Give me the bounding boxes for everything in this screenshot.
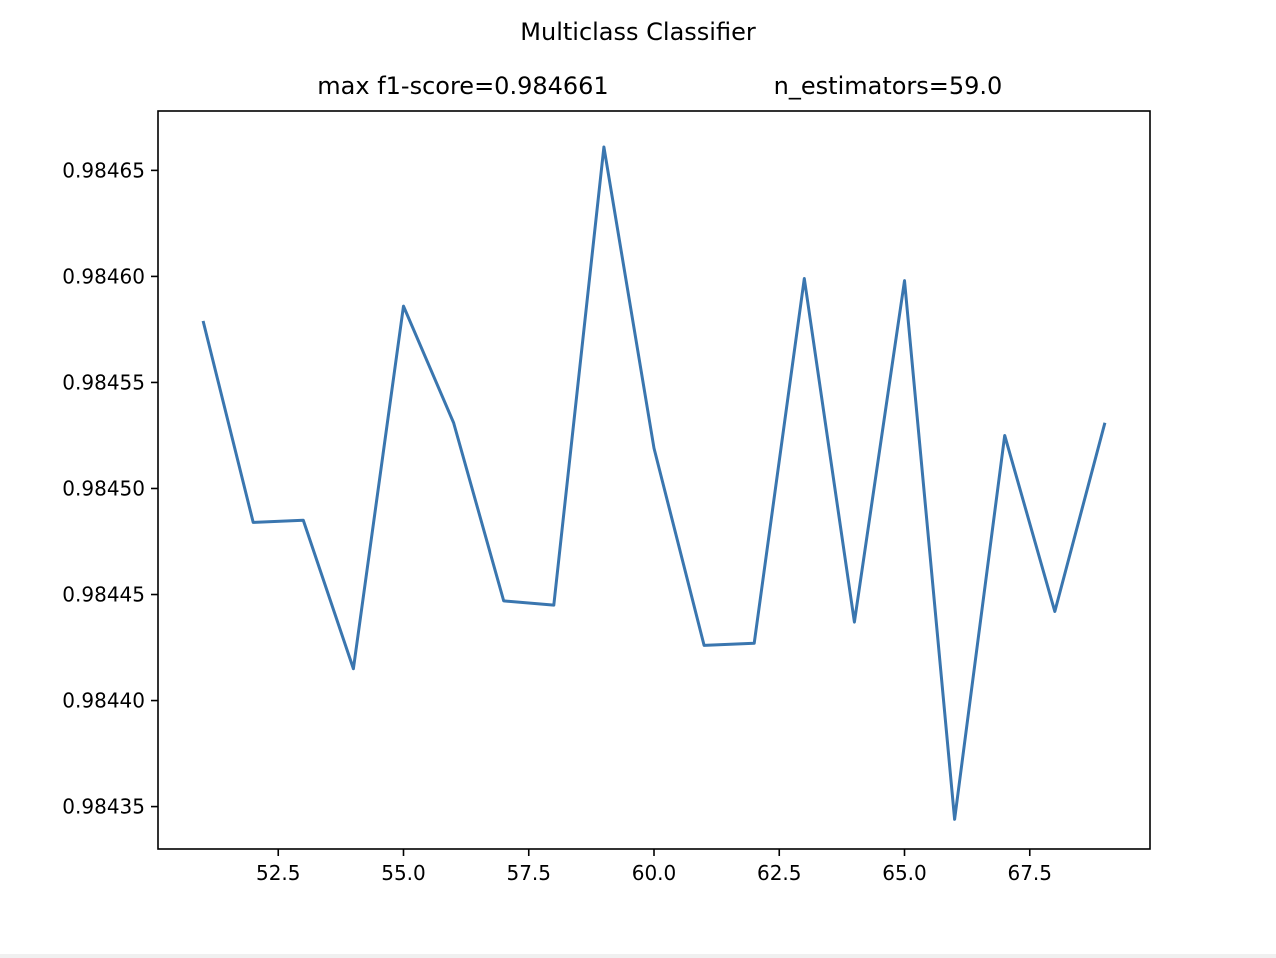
bottom-strip (0, 954, 1276, 958)
x-tick-label: 67.5 (1007, 861, 1052, 885)
x-tick-label: 57.5 (506, 861, 551, 885)
y-tick-label: 0.98450 (62, 476, 145, 500)
y-tick-label: 0.98440 (62, 689, 145, 713)
y-tick-label: 0.98435 (62, 795, 145, 819)
x-tick-label: 60.0 (632, 861, 677, 885)
y-tick-label: 0.98460 (62, 264, 145, 288)
y-tick-label: 0.98455 (62, 370, 145, 394)
y-tick-label: 0.98465 (62, 158, 145, 182)
x-tick-label: 62.5 (757, 861, 802, 885)
x-tick-label: 52.5 (256, 861, 301, 885)
x-tick-label: 65.0 (882, 861, 927, 885)
chart-subtitle-n-estimators: n_estimators=59.0 (774, 72, 1003, 100)
x-tick-label: 55.0 (381, 861, 426, 885)
series-line-0 (201, 145, 1107, 821)
chart-title: Multiclass Classifier (520, 18, 756, 46)
plot-frame (157, 110, 1151, 850)
y-tick-label: 0.98445 (62, 583, 145, 607)
chart-subtitle-max-score: max f1-score=0.984661 (317, 72, 608, 100)
x-axis: 52.5 55.0 57.5 60.0 62.5 65.0 67.5 (256, 849, 1052, 885)
series-layer (201, 145, 1107, 821)
y-axis: 0.98435 0.98440 0.98445 0.98450 0.98455 0.984… (62, 158, 158, 819)
